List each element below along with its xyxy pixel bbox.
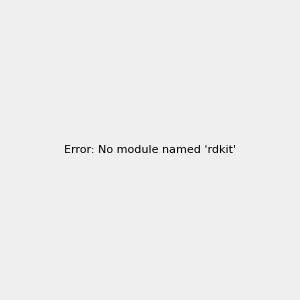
Text: Error: No module named 'rdkit': Error: No module named 'rdkit'	[64, 145, 236, 155]
